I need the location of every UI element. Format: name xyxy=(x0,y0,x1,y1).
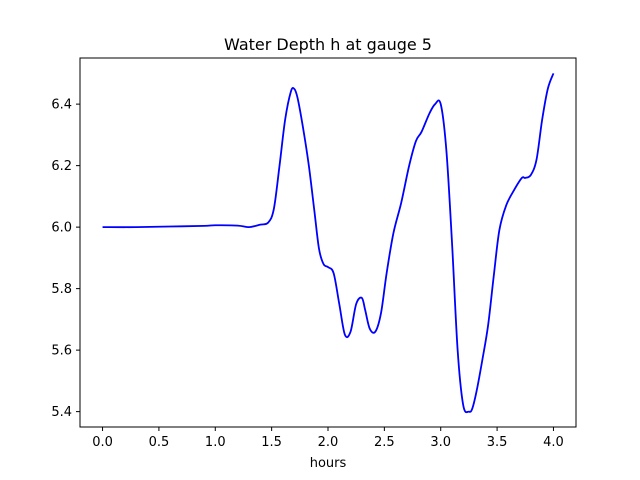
y-axis: 5.4 5.6 5.8 6.0 6.2 6.4 xyxy=(51,98,80,420)
x-tick-label: 3.0 xyxy=(430,435,451,450)
y-tick-label: 6.2 xyxy=(51,159,72,174)
x-axis: 0.0 0.5 1.0 1.5 2.0 2.5 3.0 3.5 4.0 xyxy=(92,427,564,450)
chart-title: Water Depth h at gauge 5 xyxy=(224,35,432,54)
y-tick-label: 6.0 xyxy=(51,221,72,236)
x-tick-label: 0.0 xyxy=(92,435,113,450)
x-tick-label: 2.5 xyxy=(374,435,395,450)
x-tick-label: 3.5 xyxy=(487,435,508,450)
y-tick-label: 5.8 xyxy=(51,282,72,297)
plot-frame xyxy=(79,57,577,428)
plot-area xyxy=(102,73,555,414)
x-tick-label: 2.0 xyxy=(318,435,339,450)
x-tick-label: 1.5 xyxy=(261,435,282,450)
x-tick-label: 0.5 xyxy=(149,435,170,450)
x-tick-label: 4.0 xyxy=(543,435,564,450)
y-tick-label: 5.4 xyxy=(51,405,72,420)
x-tick-label: 1.0 xyxy=(205,435,226,450)
x-axis-label: hours xyxy=(310,456,347,471)
y-tick-label: 6.4 xyxy=(51,98,72,113)
series-line-0 xyxy=(102,73,555,414)
y-tick-label: 5.6 xyxy=(51,344,72,359)
